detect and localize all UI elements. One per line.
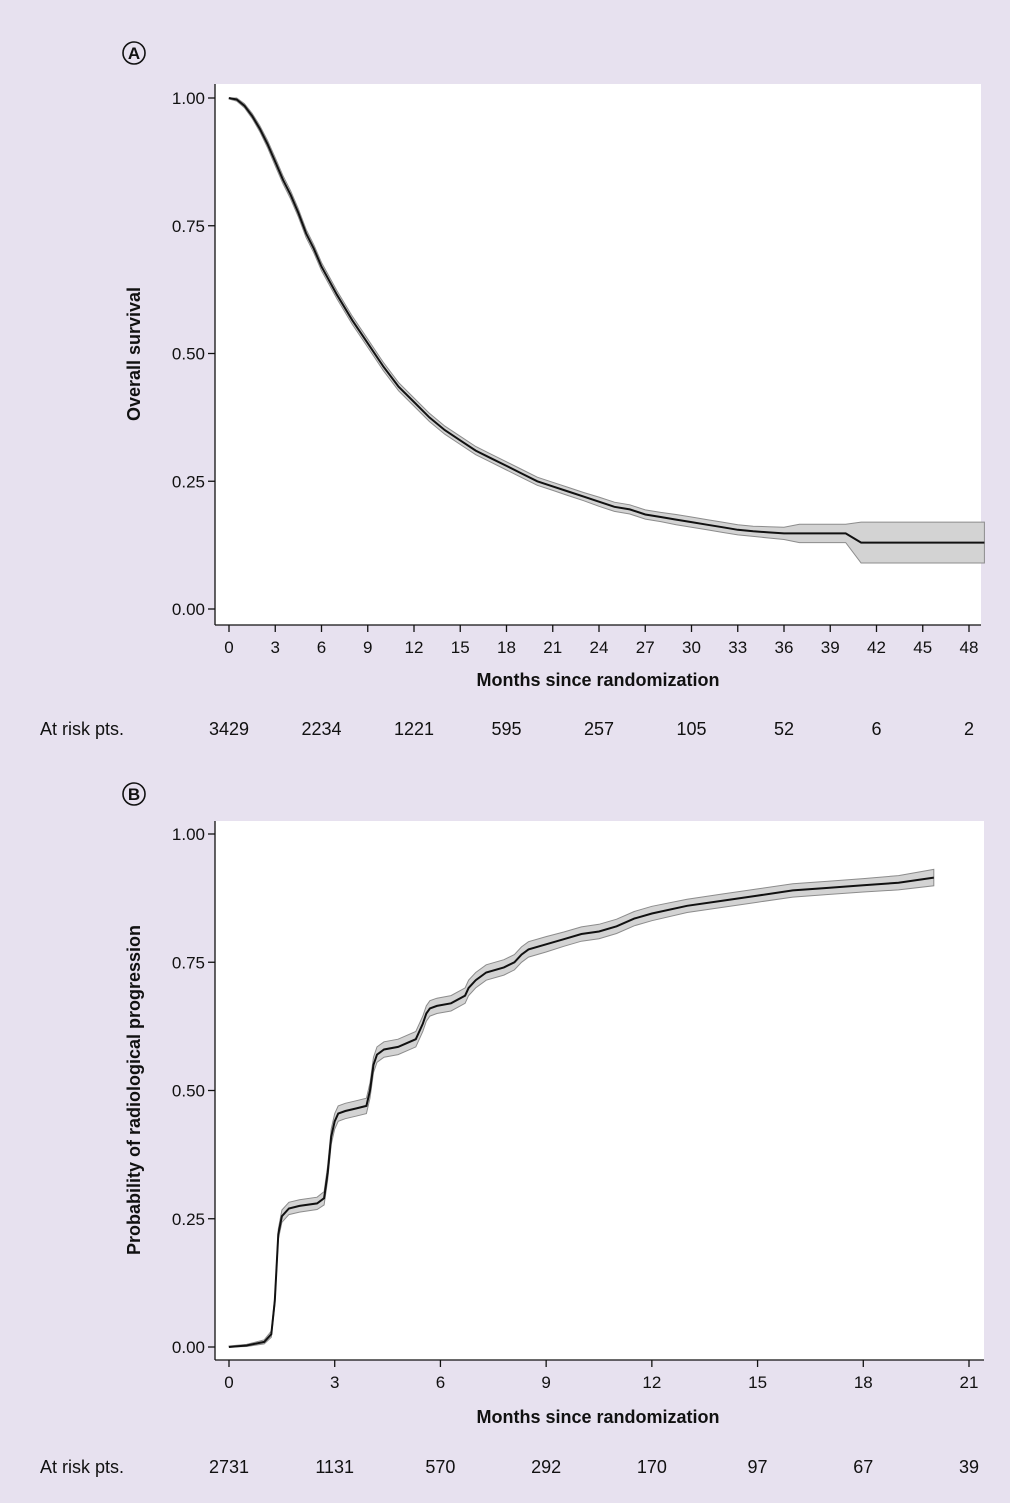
x-tick-label: 0: [224, 1373, 233, 1392]
panel-b-badge: [122, 782, 146, 806]
x-tick-label: 30: [682, 638, 701, 657]
panel-b-y-ticks: 0.00 0.25 0.50 0.75 1.00: [172, 825, 215, 1357]
panel-a-ci-band: [228, 97, 985, 564]
at-risk-value: 170: [637, 1457, 667, 1477]
panel-a-curve: [228, 97, 985, 544]
x-tick-label: 18: [854, 1373, 873, 1392]
y-tick-label: 0.00: [172, 600, 205, 619]
x-tick-label: 9: [541, 1373, 550, 1392]
panel-b-curve: [228, 876, 934, 1348]
panel-b-y-axis-title: Probability of radiological progression: [124, 925, 144, 1255]
panel-a-y-axis-title: Overall survival: [124, 287, 144, 421]
x-tick-label: 15: [451, 638, 470, 657]
x-tick-label: 36: [775, 638, 794, 657]
x-tick-label: 3: [330, 1373, 339, 1392]
x-tick-label: 15: [748, 1373, 767, 1392]
y-tick-label: 1.00: [172, 89, 205, 108]
at-risk-value: 1131: [315, 1457, 354, 1477]
panel-b-at-risk-label: At risk pts.: [40, 1457, 124, 1477]
x-tick-label: 0: [224, 638, 233, 657]
panel-b-x-axis-title: Months since randomization: [476, 1407, 719, 1427]
x-tick-label: 21: [543, 638, 562, 657]
at-risk-value: 2234: [301, 719, 341, 739]
at-risk-value: 2731: [209, 1457, 249, 1477]
panel-b: B 0.00 0.25 0.50 0.75 1.00 0 3 6 9 12 15 18 21 Mont…: [40, 782, 984, 1477]
panel-a: A 0.000.250.500.751.00 0 3 6 9 12 15 18 21 24 27 3…: [40, 41, 985, 739]
at-risk-value: 595: [491, 719, 521, 739]
y-tick-label: 0.50: [172, 1082, 205, 1101]
y-tick-label: 0.25: [172, 472, 205, 491]
x-tick-label: 12: [405, 638, 424, 657]
x-tick-label: 48: [960, 638, 979, 657]
at-risk-value: 292: [531, 1457, 561, 1477]
y-tick-label: 0.25: [172, 1210, 205, 1229]
x-tick-label: 3: [271, 638, 280, 657]
at-risk-value: 52: [774, 719, 794, 739]
x-tick-label: 6: [317, 638, 326, 657]
x-tick-label: 42: [867, 638, 886, 657]
panel-a-x-axis-title: Months since randomization: [476, 670, 719, 690]
panel-a-at-risk-label: At risk pts.: [40, 719, 124, 739]
y-tick-label: 0.75: [172, 217, 205, 236]
panel-b-plot-area: [215, 821, 984, 1360]
y-tick-label: 0.75: [172, 953, 205, 972]
y-tick-label: 0.50: [172, 345, 205, 364]
at-risk-value: 39: [959, 1457, 979, 1477]
y-tick-label: 0.00: [172, 1338, 205, 1357]
panel-b-x-ticks: 0 3 6 9 12 15 18 21: [224, 1360, 978, 1392]
at-risk-value: 105: [676, 719, 706, 739]
x-tick-label: 33: [728, 638, 747, 657]
at-risk-value: 6: [871, 719, 881, 739]
x-tick-label: 27: [636, 638, 655, 657]
panel-a-badge: [122, 41, 146, 65]
x-tick-label: 6: [436, 1373, 445, 1392]
estimate-line: [228, 876, 934, 1348]
ci-band-area: [228, 97, 985, 564]
ci-band-area: [228, 868, 935, 1348]
panel-a-y-ticks: 0.00 0.25 0.50 0.75 1.00: [172, 89, 215, 619]
x-tick-label: 21: [960, 1373, 979, 1392]
at-risk-value: 570: [425, 1457, 455, 1477]
at-risk-value: 1221: [394, 719, 434, 739]
panel-b-ci-band: [228, 868, 935, 1348]
estimate-line: [228, 97, 985, 544]
y-tick-label: 1.00: [172, 825, 205, 844]
x-tick-label: 39: [821, 638, 840, 657]
at-risk-value: 3429: [209, 719, 249, 739]
at-risk-value: 2: [964, 719, 974, 739]
panel-a-at-risk-row: 3429 2234 1221 595 257 105 52 6 2: [209, 719, 974, 739]
panel-a-x-ticks: 0 3 6 9 12 15 18 21 24 27 30 33 36 39 42 45 48: [224, 625, 978, 657]
at-risk-value: 257: [584, 719, 614, 739]
x-tick-label: 24: [590, 638, 609, 657]
at-risk-value: 97: [748, 1457, 768, 1477]
x-tick-label: 12: [642, 1373, 661, 1392]
panel-b-at-risk-row: 2731 1131 570 292 170 97 67 39: [209, 1457, 979, 1477]
x-tick-label: 45: [913, 638, 932, 657]
x-tick-label: 9: [363, 638, 372, 657]
at-risk-value: 67: [853, 1457, 873, 1477]
panel-b-label: B: [128, 785, 140, 804]
panel-a-label: A: [128, 44, 140, 63]
x-tick-label: 18: [497, 638, 516, 657]
